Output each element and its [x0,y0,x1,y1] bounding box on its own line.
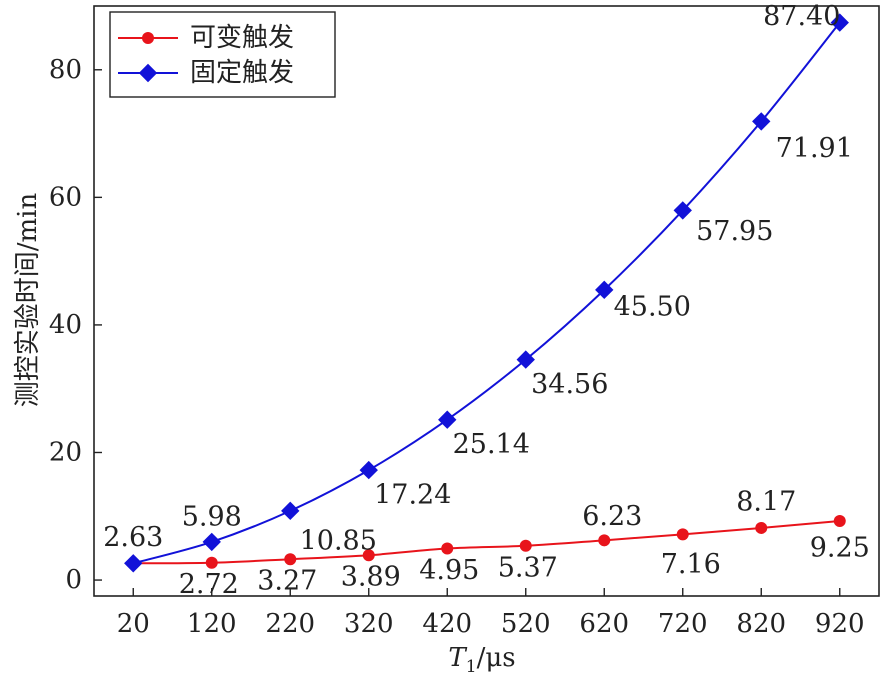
data-label-fixed-320: 17.24 [374,480,451,511]
point-variable-620 [598,534,611,547]
point-fixed-220 [281,501,300,521]
point-fixed-920 [830,13,849,32]
series-lines [132,21,841,565]
legend-label-variable: 可变触发 [190,23,294,53]
x-axis-label-var: T [448,643,467,673]
point-variable-520 [519,539,532,552]
point-fixed-120 [202,532,221,552]
y-tick-label-20: 20 [49,437,82,467]
data-label-variable-920: 9.25 [810,533,870,564]
x-tick-label-620: 620 [579,609,629,639]
point-fixed-820 [752,112,771,131]
data-label-variable-20: 2.63 [103,522,163,553]
data-label-fixed-920: 87.40 [763,1,840,32]
data-label-variable-220: 3.27 [257,566,317,597]
data-label-variable-620: 6.23 [582,501,642,532]
legend-marker-fixed [138,63,158,83]
data-label-variable-320: 3.89 [341,562,401,593]
x-tick-label-20: 20 [117,609,150,639]
data-label-fixed-520: 34.56 [531,369,608,400]
point-fixed-420 [438,410,457,429]
data-label-fixed-220: 10.85 [300,525,377,556]
point-variable-420 [441,542,454,555]
data-label-fixed-720: 57.95 [696,216,773,247]
x-tick-label-120: 120 [187,609,237,639]
y-axis-label: 测控实验时间/min [13,193,43,408]
plot-frame [93,5,880,597]
data-labels: 2.63 2.72 3.27 3.89 4.95 5.37 6.23 7.16 8.17 9.25… [103,1,870,600]
point-variable-820 [755,521,768,534]
legend-marker-variable [142,32,154,44]
point-fixed-320 [359,460,378,480]
x-tick-label-820: 820 [736,609,786,639]
x-tick-label-720: 720 [658,609,708,639]
point-fixed-20 [124,554,143,573]
x-tick-label-520: 520 [501,609,551,639]
point-variable-220 [284,553,297,566]
point-fixed-620 [595,280,614,300]
data-label-fixed-820: 71.91 [776,133,853,164]
x-axis-label: T1/μs [448,643,515,675]
y-tick-label-80: 80 [49,55,82,85]
series-line-variable [133,520,840,565]
point-fixed-520 [516,350,535,369]
data-label-fixed-420: 25.14 [453,429,530,460]
legend: 可变触发 固定触发 [109,11,336,98]
y-tick-label-0: 0 [65,565,82,595]
data-label-variable-420: 4.95 [419,555,479,586]
point-variable-920 [833,515,846,528]
axis-ticks: 20 120 220 320 420 520 620 720 820 920 0 20 40 60 80 [49,55,865,639]
x-tick-label-220: 220 [265,609,315,639]
point-fixed-720 [673,201,692,220]
legend-label-fixed: 固定触发 [190,58,294,88]
point-variable-120 [205,556,218,569]
point-variable-720 [676,528,689,541]
data-label-variable-720: 7.16 [661,549,721,580]
x-tick-label-320: 320 [344,609,394,639]
x-tick-label-920: 920 [815,609,865,639]
y-tick-label-40: 40 [49,310,82,340]
y-tick-label-60: 60 [49,182,82,212]
x-axis-label-subscript: 1 [466,657,477,675]
series-markers [124,13,849,573]
x-tick-label-420: 420 [422,609,472,639]
data-label-fixed-620: 45.50 [614,291,691,322]
x-axis-label-unit: /μs [477,643,516,673]
data-label-fixed-120: 5.98 [182,501,242,532]
point-variable-320 [362,549,375,562]
series-line-fixed [132,21,841,565]
data-label-variable-120: 2.72 [179,569,239,600]
data-label-variable-820: 8.17 [736,486,796,517]
data-label-variable-520: 5.37 [498,552,558,583]
legend-box [109,11,336,98]
